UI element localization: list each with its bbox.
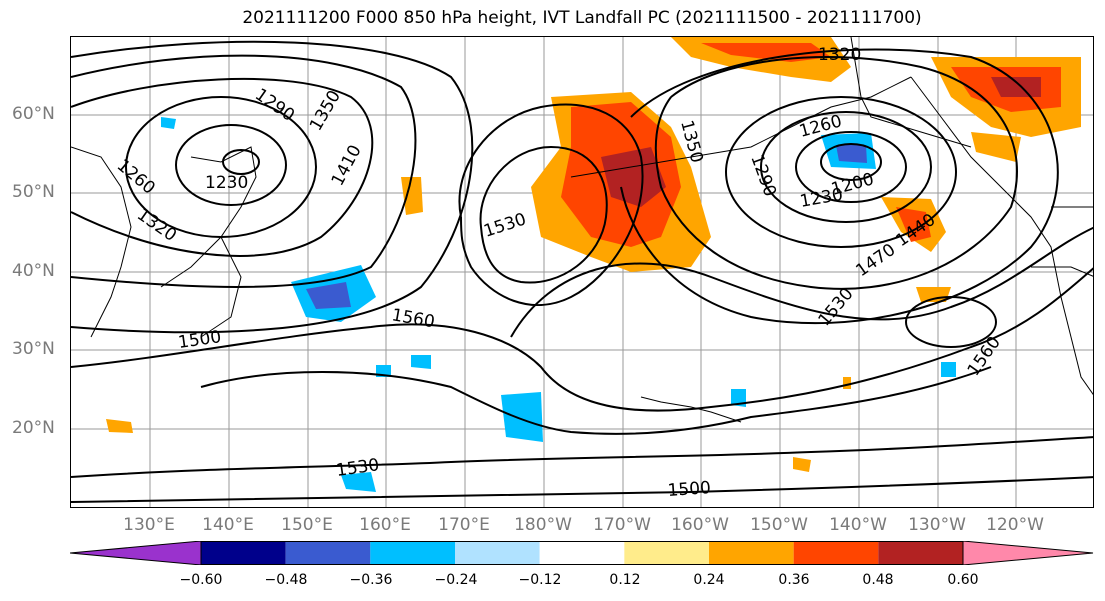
colorbar-segment [539,541,625,565]
colorbar-segment [455,541,540,565]
contour-label: 1410 [328,142,366,190]
colorbar-tick: 0.12 [609,572,641,588]
contour-label: 1500 [667,478,712,501]
lon-label: 120°W [986,515,1044,535]
ivt-positive-shading [106,37,1081,472]
colorbar-tick: −0.60 [179,572,223,588]
colorbar [70,541,1094,565]
lon-label: 160°W [671,515,729,535]
lon-label: 130°E [123,515,175,535]
colorbar-segment [285,541,371,565]
lon-label: 150°W [750,515,808,535]
colorbar-segment [793,541,879,565]
contour-label: 1260 [113,156,159,199]
contour-label: 1530 [481,209,528,241]
lon-label: 170°W [593,515,651,535]
colorbar-tick: −0.48 [264,572,308,588]
lon-label: 180°W [514,515,572,535]
colorbar-segment [709,541,794,565]
contour-label: 1560 [390,305,436,332]
colorbar-tick: 0.48 [862,572,894,588]
map-title: 2021111200 F000 850 hPa height, IVT Land… [242,8,922,28]
contour-label: 1320 [818,45,861,65]
lon-label: 140°E [202,515,254,535]
colorbar-segment [962,541,1094,565]
colorbar-tick: −0.12 [518,572,562,588]
colorbar-segment [878,541,963,565]
contour-label: 1200 [829,169,876,200]
colorbar-outline [200,541,964,565]
contour-label: 1500 [177,327,223,353]
lat-label-60n: 60°N [12,104,55,124]
colorbar-tick: 0.36 [778,572,810,588]
colorbar-tick: −0.36 [349,572,393,588]
contour-label: 1230 [205,173,248,193]
lon-label: 170°E [438,515,490,535]
ivt-negative-shading [161,117,956,492]
colorbar-tick: 0.24 [693,572,725,588]
contour-label: 1560 [964,333,1005,380]
colorbar-tick: −0.24 [434,572,478,588]
lat-label-50n: 50°N [12,182,55,202]
map-panel: 1290 1350 1230 1260 1320 1410 1530 1350 … [70,36,1094,508]
height-contours [71,40,1093,503]
contour-label: 1290 [746,152,780,199]
colorbar-segment [70,541,202,565]
lat-label-30n: 30°N [12,339,55,359]
colorbar-segment [370,541,455,565]
lon-label: 150°E [281,515,333,535]
colorbar-segments [70,541,1094,565]
contour-label: 1530 [335,455,381,481]
lat-label-20n: 20°N [12,418,55,438]
colorbar-tick: 0.60 [947,572,979,588]
lon-label: 130°W [908,515,966,535]
colorbar-segment [201,541,286,565]
lon-label: 140°W [829,515,887,535]
colorbar-segment [624,541,709,565]
lat-label-40n: 40°N [12,261,55,281]
contour-label: 1350 [306,87,345,134]
map-canvas: 1290 1350 1230 1260 1320 1410 1530 1350 … [71,37,1093,507]
lon-label: 160°E [359,515,411,535]
